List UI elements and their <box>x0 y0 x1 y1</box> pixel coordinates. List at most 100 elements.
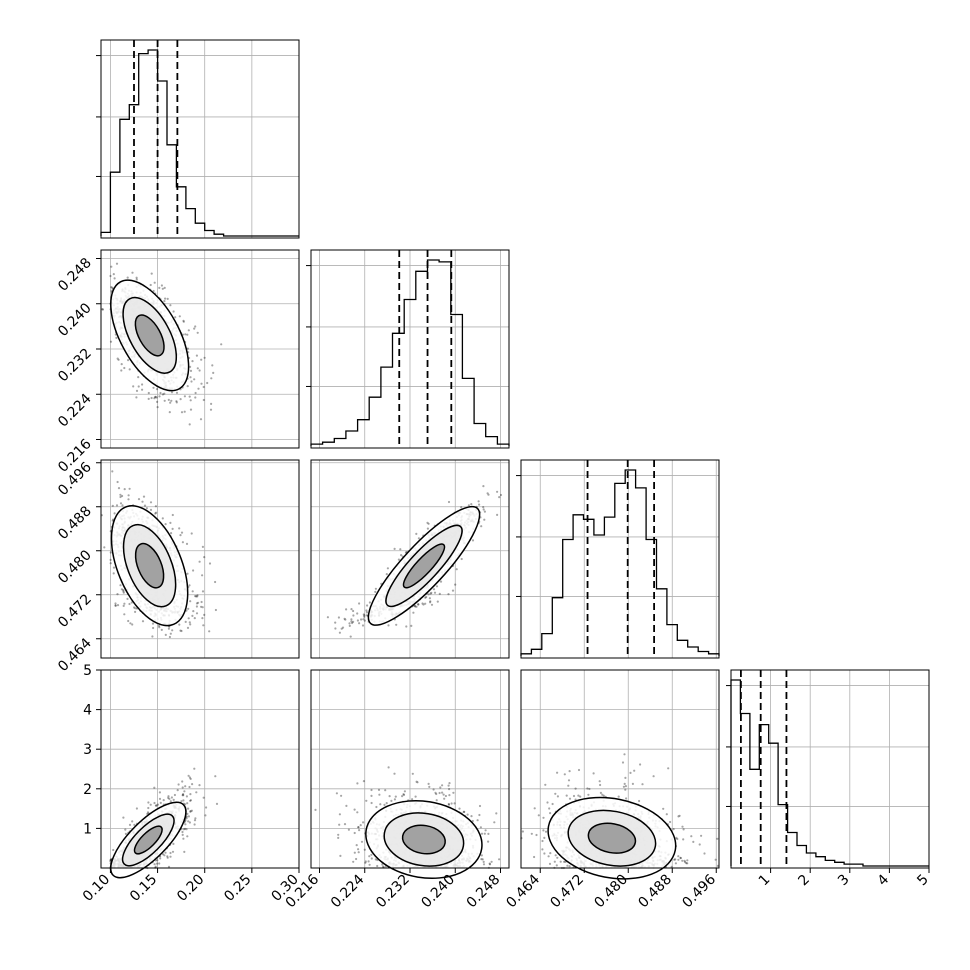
sample-point <box>184 333 187 336</box>
sample-point <box>572 794 576 798</box>
sample-point <box>370 857 373 860</box>
sample-point <box>454 583 457 586</box>
sample-point <box>173 793 176 797</box>
histogram-step-line <box>310 259 510 446</box>
sample-point <box>430 603 434 606</box>
sample-point <box>375 805 378 809</box>
sample-point <box>353 831 356 835</box>
panel-0-0 <box>96 39 300 239</box>
sample-point <box>121 494 124 498</box>
panel-1-1 <box>306 249 510 449</box>
sample-point <box>453 802 456 805</box>
panel-3-3 <box>726 669 930 869</box>
sample-point <box>186 347 189 350</box>
sample-point <box>191 360 194 363</box>
sample-point <box>112 848 115 852</box>
sample-point <box>417 537 420 540</box>
sample-point <box>147 801 150 804</box>
sample-point <box>158 797 162 801</box>
sample-point <box>142 495 146 498</box>
sample-point <box>194 391 197 395</box>
sample-point <box>191 783 194 786</box>
sample-point <box>167 398 170 401</box>
sample-point <box>170 532 173 535</box>
sample-point <box>155 804 158 807</box>
sample-point <box>188 423 191 426</box>
sample-point <box>482 863 486 866</box>
sample-point <box>147 391 150 395</box>
sample-point <box>481 858 484 861</box>
sample-point <box>374 858 377 861</box>
sample-point <box>168 411 171 414</box>
sample-point <box>599 783 602 787</box>
sample-point <box>189 799 192 802</box>
sample-point <box>428 785 431 789</box>
sample-point <box>665 813 668 816</box>
sample-point <box>344 618 347 621</box>
sample-point <box>145 507 148 510</box>
sample-point <box>214 608 217 612</box>
sample-point <box>429 601 432 604</box>
sample-point <box>154 505 157 508</box>
sample-point <box>466 813 469 816</box>
sample-point <box>162 799 165 802</box>
sample-point <box>179 398 182 401</box>
sample-point <box>480 525 483 528</box>
sample-point <box>127 619 130 623</box>
sample-point <box>337 836 340 840</box>
sample-point <box>193 617 196 620</box>
sample-point <box>452 791 455 794</box>
sample-point <box>163 399 166 402</box>
sample-point <box>201 545 204 549</box>
sample-point <box>170 796 173 799</box>
sample-point <box>376 864 379 868</box>
sample-point <box>478 804 482 808</box>
sample-point <box>120 588 123 591</box>
sample-point <box>126 597 129 601</box>
sample-point <box>388 795 391 798</box>
sample-point <box>143 504 147 507</box>
sample-point <box>362 780 365 783</box>
sample-point <box>110 286 113 289</box>
sample-point <box>623 753 626 756</box>
sample-point <box>164 523 167 526</box>
sample-point <box>168 797 171 801</box>
histogram-step-line <box>520 469 720 656</box>
sample-point <box>186 835 189 838</box>
sample-point <box>182 319 185 322</box>
sample-point <box>186 572 189 575</box>
panel-3-1 <box>310 669 510 880</box>
sample-point <box>189 365 192 368</box>
sample-point <box>179 534 182 537</box>
sample-point <box>192 610 195 613</box>
sample-point <box>194 595 197 598</box>
sample-point <box>182 320 185 323</box>
sample-point <box>343 823 347 826</box>
sample-point <box>135 807 138 810</box>
sample-point <box>451 589 455 592</box>
sample-point <box>460 557 463 561</box>
sample-point <box>199 418 203 421</box>
panel-3-0 <box>100 669 300 879</box>
sample-point <box>185 795 188 798</box>
sample-point <box>189 376 192 379</box>
sample-point <box>415 532 418 536</box>
sample-point <box>202 385 205 389</box>
sample-point <box>161 517 164 520</box>
sample-point <box>447 784 450 787</box>
sample-point <box>197 601 200 604</box>
sample-point <box>193 823 196 826</box>
sample-point <box>314 808 317 812</box>
sample-point <box>183 410 186 413</box>
sample-point <box>198 369 201 372</box>
sample-point <box>169 855 172 858</box>
sample-point <box>482 485 485 488</box>
sample-point <box>422 603 425 606</box>
sample-point <box>131 623 134 626</box>
sample-point <box>678 814 681 817</box>
sample-point <box>326 616 329 619</box>
sample-point <box>121 504 124 507</box>
sample-point <box>351 621 354 625</box>
sample-point <box>368 863 371 866</box>
sample-point <box>192 569 195 572</box>
